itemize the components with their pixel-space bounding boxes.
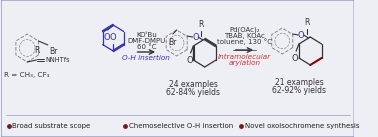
Text: O: O [186,56,193,65]
Text: TBAB, KOAc: TBAB, KOAc [224,33,265,39]
Text: 62-84% yields: 62-84% yields [166,88,220,97]
Text: Pd(OAc)₂: Pd(OAc)₂ [229,26,260,33]
Text: toluene, 130 °C: toluene, 130 °C [217,38,272,45]
Text: Chemoselective O-H insertion: Chemoselective O-H insertion [129,123,233,129]
Text: Br: Br [168,38,176,47]
Text: DMF-DMPU: DMF-DMPU [127,38,166,44]
Text: NNHTfs: NNHTfs [45,57,70,63]
Text: R: R [34,46,39,55]
Text: 62-92% yields: 62-92% yields [272,86,326,95]
Text: O: O [103,33,110,42]
Text: R: R [304,18,309,27]
Text: 21 examples: 21 examples [275,78,324,87]
Text: Intramolecular: Intramolecular [218,54,271,60]
Text: Novel oxoisochromene synthesis: Novel oxoisochromene synthesis [245,123,359,129]
Text: arylation: arylation [228,60,260,66]
Text: O: O [292,54,299,63]
Text: Broad substrate scope: Broad substrate scope [12,123,90,129]
Text: 24 examples: 24 examples [169,80,218,89]
Text: O-H insertion: O-H insertion [122,55,170,61]
Text: Br: Br [49,47,57,56]
Text: R = CH₃, CF₃: R = CH₃, CF₃ [5,72,50,78]
Text: R: R [198,20,204,29]
Text: O: O [297,31,304,39]
FancyBboxPatch shape [1,0,354,137]
Text: O: O [192,32,199,42]
Text: O: O [110,33,116,42]
Text: KOᵗBu: KOᵗBu [136,32,157,38]
Text: 60 °C: 60 °C [136,44,156,50]
